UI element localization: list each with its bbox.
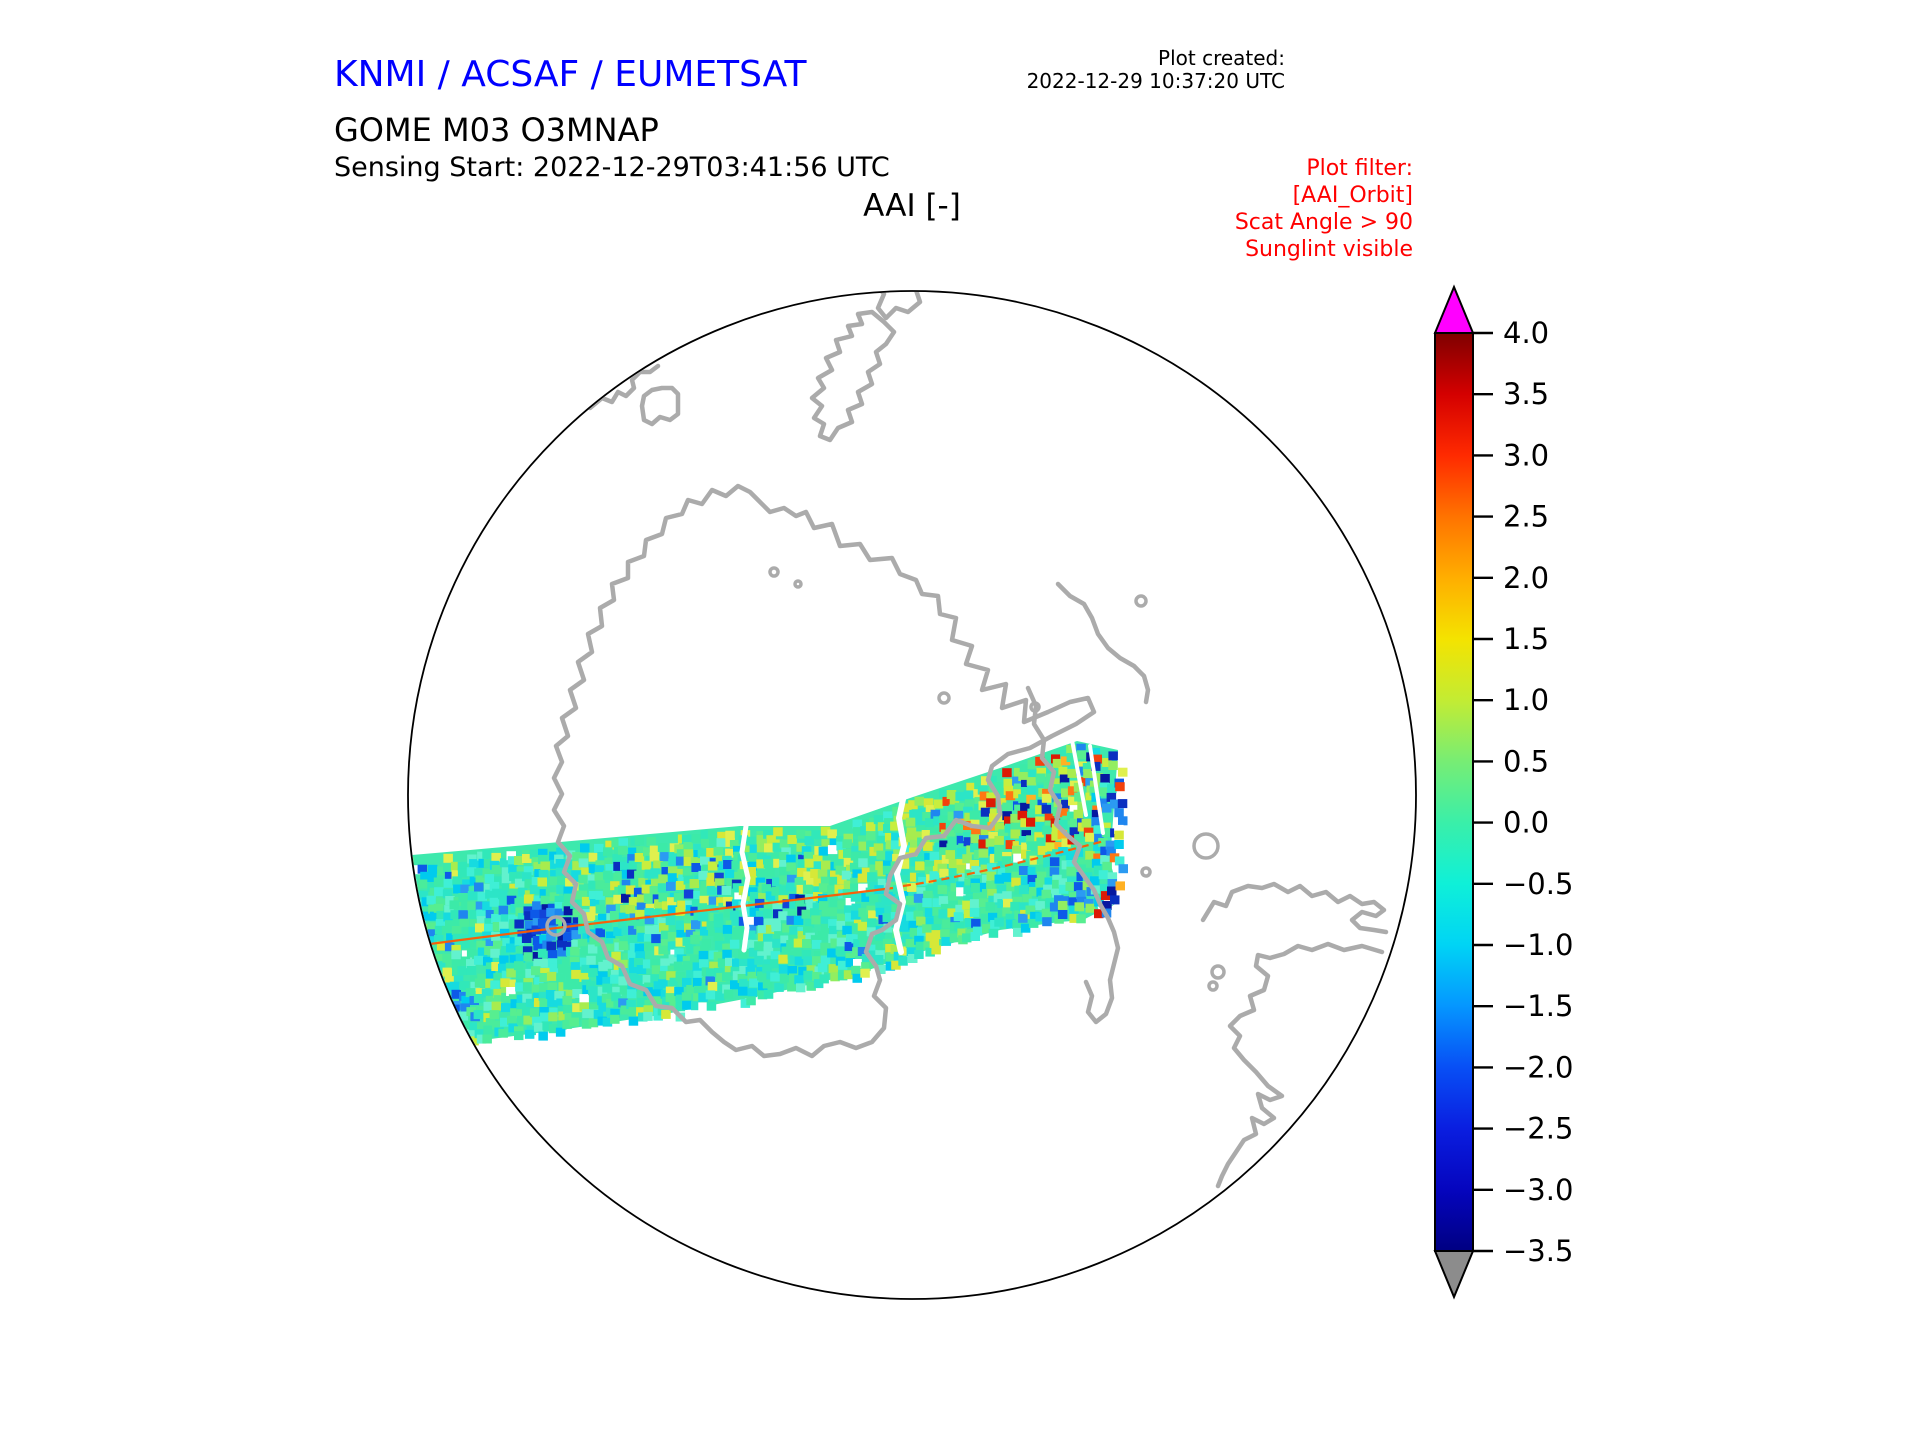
- colorbar-tick-label: −3.5: [1503, 1234, 1573, 1268]
- coastline: [1055, 581, 1151, 705]
- coastline: [551, 483, 1097, 1059]
- plot-created-value: 2022-12-29 10:37:20 UTC: [1026, 69, 1285, 93]
- coastline: [587, 363, 661, 411]
- island-outline: [793, 579, 803, 589]
- colorbar-tick-label: −1.0: [1503, 928, 1573, 962]
- satellite-swath: [409, 738, 1128, 1053]
- colorbar-tick-label: 0.5: [1503, 744, 1549, 778]
- plot-filter-line: [AAI_Orbit]: [1292, 183, 1413, 208]
- swath-red-streak: [409, 886, 894, 949]
- plot-created: Plot created: 2022-12-29 10:37:20 UTC: [1027, 47, 1285, 93]
- colorbar: 4.0 3.5 3.0 2.5 2.0 1.5 1.0 0.5 0.0 −0.5 −1.0 −1.5 −…: [1433, 284, 1573, 1300]
- island-outline: [1029, 701, 1041, 713]
- map-disk: [408, 291, 1416, 1299]
- coastline: [1215, 941, 1385, 1189]
- colorbar-under-arrow: [1433, 1250, 1475, 1300]
- product-name: GOME M03 O3MNAP: [334, 111, 659, 149]
- island-outline: [1207, 980, 1219, 992]
- plot-filter-line: Sunglint visible: [1245, 237, 1413, 262]
- brand-title: KNMI / ACSAF / EUMETSAT: [334, 54, 807, 95]
- colorbar-tick-label: −2.5: [1503, 1112, 1573, 1146]
- colorbar-tick-label: −3.0: [1503, 1173, 1573, 1207]
- colorbar-tick-label: −0.5: [1503, 867, 1573, 901]
- colorbar-tick-label: −2.0: [1503, 1050, 1573, 1084]
- colorbar-tick-label: 1.0: [1503, 683, 1549, 717]
- colorbar-tick-label: 3.5: [1503, 377, 1549, 411]
- island-outline: [1140, 866, 1152, 878]
- sensing-start: Sensing Start: 2022-12-29T03:41:56 UTC: [334, 152, 890, 183]
- island-outline: [937, 691, 951, 705]
- colorbar-tick-label: 3.0: [1503, 438, 1549, 472]
- colorbar-tick-label: 2.5: [1503, 500, 1549, 534]
- island-outline: [1210, 964, 1226, 980]
- island-outline: [768, 566, 780, 578]
- plot-filter-line: Scat Angle > 90: [1234, 210, 1413, 235]
- swath-pixels: [409, 743, 1128, 1053]
- coastline: [871, 292, 931, 321]
- colorbar-tick-label: 4.0: [1503, 316, 1549, 350]
- colorbar-gradient-bar: [1434, 332, 1474, 1252]
- coastlines: [545, 292, 1389, 1189]
- island-outline: [1134, 594, 1148, 608]
- colorbar-tick-label: 2.0: [1503, 561, 1549, 595]
- swath-scan-gap: [739, 823, 751, 953]
- island-outline: [545, 915, 567, 937]
- swath-scan-gap: [1088, 744, 1105, 835]
- coastline: [639, 385, 681, 427]
- coastline: [809, 309, 897, 443]
- colorbar-tick-label: −1.5: [1503, 989, 1573, 1023]
- island-outline: [1192, 832, 1220, 860]
- colorbar-tick-label: 1.5: [1503, 622, 1549, 656]
- colorbar-over-arrow: [1433, 284, 1475, 334]
- colorbar-tick-label: 0.0: [1503, 806, 1549, 840]
- coastline: [1200, 881, 1389, 935]
- plot-created-label: Plot created:: [1158, 46, 1285, 70]
- coastline: [1025, 685, 1121, 1025]
- swath-scan-gap: [1070, 738, 1088, 817]
- swath-scan-gap: [892, 787, 908, 955]
- map-title: AAI [-]: [863, 188, 961, 224]
- plot-filter-line: Plot filter:: [1306, 156, 1413, 181]
- map-boundary-circle: [407, 290, 1417, 1300]
- plot-filter-note: Plot filter: [AAI_Orbit] Scat Angle > 90 Su…: [1235, 155, 1413, 263]
